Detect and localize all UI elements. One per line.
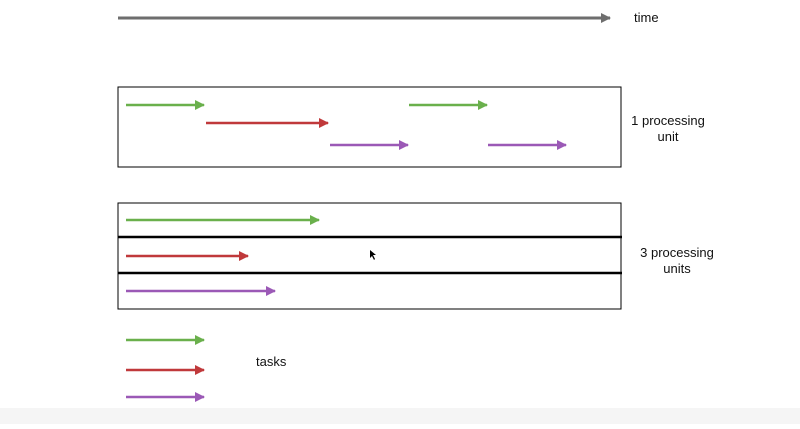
- single-unit-label-line-2: unit: [658, 129, 679, 144]
- multi-unit-label-line-1: 3 processing: [640, 245, 714, 260]
- single-unit-label-line-1: 1 processing: [631, 113, 705, 128]
- footer-strip: [0, 408, 800, 424]
- cursor-icon: [370, 250, 376, 260]
- multi-unit-label-line-2: units: [663, 261, 691, 276]
- time-label: time: [634, 10, 659, 25]
- multi-unit-box: [117, 202, 622, 310]
- tasks-label: tasks: [256, 354, 287, 369]
- single-unit-box: [117, 86, 622, 168]
